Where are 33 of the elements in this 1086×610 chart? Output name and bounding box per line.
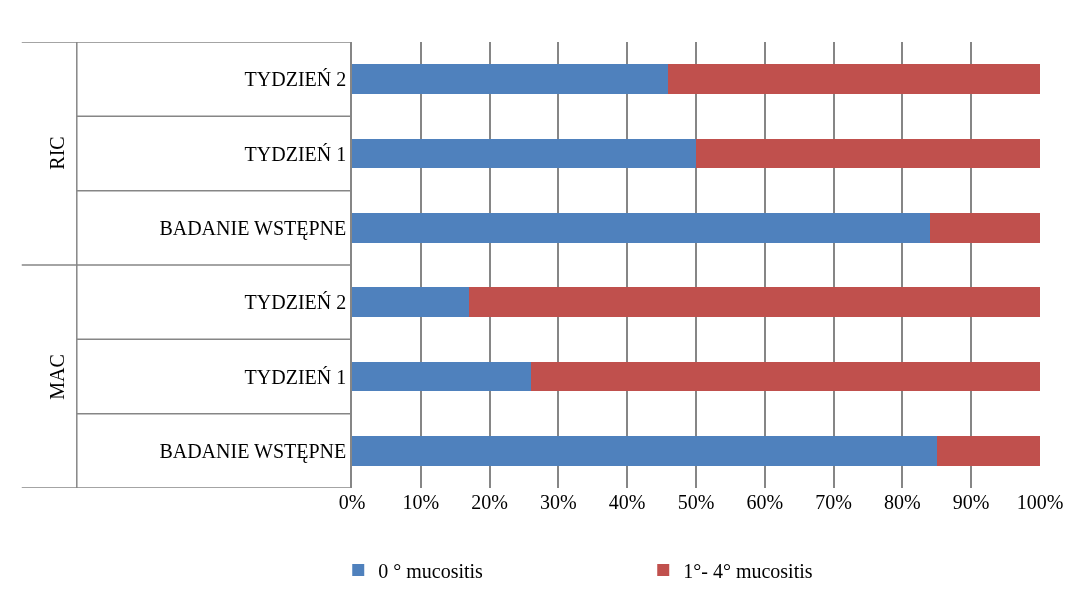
- bar: [352, 212, 930, 243]
- bar: [468, 287, 1040, 318]
- y-tick-label: TYDZIEŃ 2: [244, 291, 347, 314]
- text: RIC: [45, 136, 68, 170]
- x-tick-label: 90%: [952, 491, 990, 513]
- x-tick-label: 40%: [608, 491, 646, 513]
- bar: [929, 212, 1040, 243]
- bar: [696, 138, 1040, 169]
- x-tick-label: 30%: [540, 491, 577, 513]
- y-tick-label: TYDZIEŃ 2: [244, 68, 347, 91]
- text: MAC: [45, 354, 68, 400]
- bar: [936, 435, 1040, 466]
- y-tick-label: TYDZIEŃ 1: [244, 365, 347, 388]
- legend-label: 1°- 4° mucositis: [683, 559, 813, 582]
- bar: [530, 361, 1040, 392]
- bar: [352, 287, 469, 318]
- x-tick-label: 20%: [471, 491, 508, 513]
- x-tick-label: 60%: [746, 491, 784, 513]
- y-tick-label: BADANIE WSTĘPNE: [159, 439, 347, 463]
- bar: [352, 64, 669, 95]
- bar: [352, 361, 531, 392]
- bar: [352, 435, 937, 466]
- x-tick-label: 70%: [815, 491, 852, 513]
- y-tick-label: TYDZIEŃ 1: [244, 142, 347, 165]
- x-tick-label: 0%: [338, 491, 366, 513]
- bar: [352, 138, 696, 169]
- x-tick-label: 10%: [402, 491, 440, 513]
- x-tick-label: 100%: [1016, 491, 1064, 513]
- x-tick-label: 50%: [677, 491, 715, 513]
- x-tick-label: 80%: [884, 491, 921, 513]
- legend-label: 0 ° mucositis: [378, 559, 484, 582]
- bar: [668, 64, 1040, 95]
- y-tick-label: BADANIE WSTĘPNE: [159, 216, 347, 240]
